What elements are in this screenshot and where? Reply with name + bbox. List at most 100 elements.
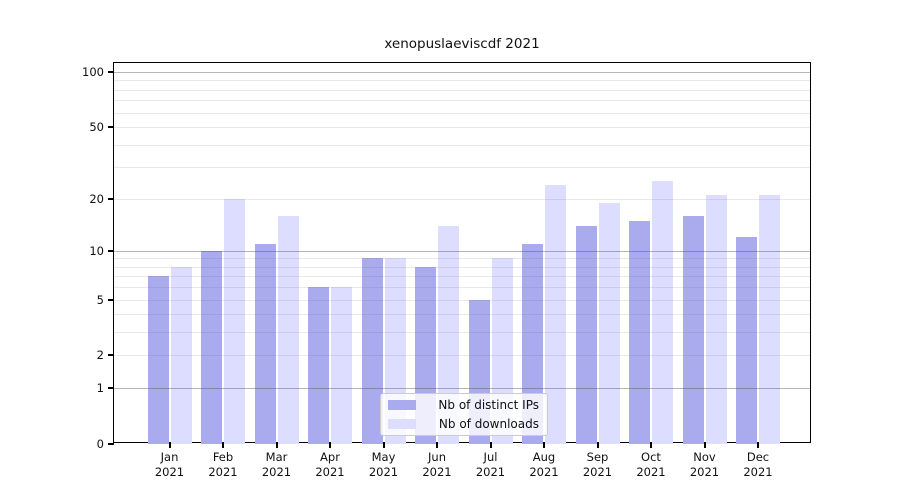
x-tick-jun <box>436 443 438 448</box>
y-tick-label-10: 10 <box>89 243 104 258</box>
y-tick-label-20: 20 <box>89 191 104 206</box>
gridline-80 <box>114 89 810 91</box>
gridline-20 <box>114 198 810 200</box>
y-tick-10 <box>108 249 114 252</box>
gridline-5 <box>114 299 810 301</box>
y-tick-5 <box>108 298 114 301</box>
gridline-70 <box>114 100 810 102</box>
bar-downloads-mar <box>277 215 299 444</box>
bar-downloads-apr <box>331 287 352 444</box>
x-tick-mar <box>275 443 278 448</box>
bar-downloads-sep <box>598 202 620 444</box>
x-tick-sep <box>596 443 599 448</box>
y-tick-2 <box>108 354 114 357</box>
bar-distinct-ips-sep <box>575 225 597 444</box>
legend-row-downloads: Nb of downloads <box>388 417 539 432</box>
gridline-30 <box>114 167 810 169</box>
gridline-100 <box>114 72 810 73</box>
y-tick-label-50: 50 <box>89 120 104 135</box>
gridline-7 <box>114 276 810 278</box>
x-tick-label-sep: Sep 2021 <box>566 450 630 480</box>
legend-swatch-downloads <box>388 419 416 429</box>
x-tick-month: Sep <box>586 450 609 464</box>
x-tick-month: Nov <box>693 450 716 464</box>
legend-label-downloads: Nb of downloads <box>438 416 539 431</box>
x-tick-month: Jun <box>428 450 446 464</box>
gridline-60 <box>114 112 810 114</box>
y-tick-label-0: 0 <box>96 437 104 451</box>
bar-distinct-ips-apr <box>308 287 329 444</box>
x-tick-label-feb: Feb 2021 <box>191 450 255 480</box>
bar-distinct-ips-nov <box>682 215 704 444</box>
y-tick-20 <box>108 197 114 200</box>
gridline-1 <box>114 388 810 390</box>
x-tick-month: Feb <box>212 450 234 464</box>
x-tick-dec <box>757 443 759 448</box>
x-tick-feb <box>222 443 224 448</box>
x-tick-label-mar: Mar 2021 <box>245 450 309 480</box>
y-tick-label-2: 2 <box>96 348 104 363</box>
legend-swatch-distinct-ips <box>388 400 416 410</box>
x-tick-month: Jan <box>160 450 179 464</box>
x-tick-year: 2021 <box>154 465 185 479</box>
x-tick-oct <box>650 443 652 448</box>
gridline-9 <box>114 258 810 260</box>
x-tick-month: Jul <box>483 450 498 464</box>
bar-downloads-dec <box>759 194 780 444</box>
gridline-6 <box>114 287 810 289</box>
bar-distinct-ips-feb <box>201 250 222 444</box>
y-tick-label-5: 5 <box>96 292 104 307</box>
bar-distinct-ips-mar <box>254 243 276 444</box>
bar-downloads-oct <box>652 181 673 444</box>
x-tick-may <box>382 443 385 448</box>
y-tick-1 <box>108 387 114 390</box>
bar-downloads-jun <box>438 225 459 444</box>
legend: Nb of distinct IPs Nb of downloads <box>380 393 548 436</box>
x-tick-month: Mar <box>265 450 288 464</box>
bar-distinct-ips-dec <box>736 237 757 444</box>
legend-row-distinct-ips: Nb of distinct IPs <box>388 398 539 413</box>
x-tick-label-jul: Jul 2021 <box>459 450 523 480</box>
x-tick-year: 2021 <box>368 465 399 479</box>
gridline-50 <box>114 127 810 129</box>
x-tick-year: 2021 <box>475 465 506 479</box>
gridline-8 <box>114 266 810 268</box>
bar-distinct-ips-oct <box>629 220 650 444</box>
gridline-10 <box>114 250 810 252</box>
x-tick-nov <box>703 443 706 448</box>
bar-distinct-ips-jan <box>147 276 169 444</box>
gridline-4 <box>114 314 810 316</box>
x-tick-label-jan: Jan 2021 <box>138 450 202 480</box>
x-tick-label-apr: Apr 2021 <box>298 450 362 480</box>
x-tick-jan <box>168 443 171 448</box>
y-tick-0 <box>108 443 114 445</box>
x-tick-month: Oct <box>641 450 661 464</box>
x-tick-month: Dec <box>746 450 770 464</box>
plot-area: 0 1 2 5 10 20 50 100 Jan 2021 Feb 2021 Mar 2021 Apr 202… <box>82 62 811 479</box>
gridline-90 <box>114 80 810 82</box>
x-tick-year: 2021 <box>315 465 345 479</box>
y-tick-label-1: 1 <box>96 381 104 396</box>
x-tick-year: 2021 <box>529 465 559 479</box>
x-tick-year: 2021 <box>422 465 452 479</box>
y-tick-label-100: 100 <box>82 65 104 79</box>
x-tick-apr <box>329 443 331 448</box>
x-tick-year: 2021 <box>208 465 238 479</box>
x-tick-label-dec: Dec 2021 <box>726 450 790 480</box>
x-tick-aug <box>543 443 545 448</box>
x-tick-year: 2021 <box>636 465 666 479</box>
bar-downloads-nov <box>705 194 727 444</box>
gridline-3 <box>114 332 810 334</box>
chart-title: xenopuslaeviscdf 2021 <box>384 36 540 52</box>
x-tick-month: Aug <box>532 450 556 464</box>
bar-distinct-ips-may <box>361 258 383 444</box>
x-tick-month: May <box>371 450 396 464</box>
bar-downloads-jan <box>170 266 192 444</box>
legend-label-distinct-ips: Nb of distinct IPs <box>438 397 539 412</box>
x-tick-month: Apr <box>320 450 340 464</box>
gridline-2 <box>114 355 810 357</box>
x-tick-jul <box>489 443 492 448</box>
y-tick-100 <box>108 71 114 73</box>
bar-downloads-feb <box>224 198 245 444</box>
